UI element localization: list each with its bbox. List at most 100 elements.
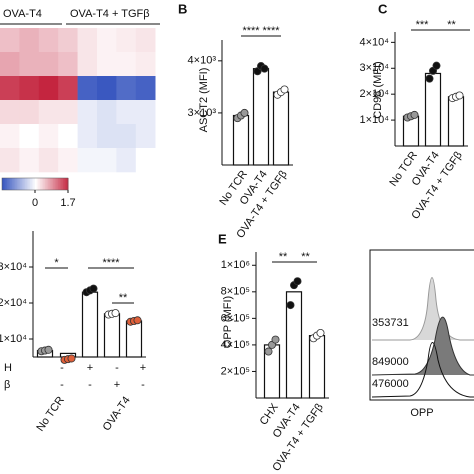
colorbar-tick-label: 1.7 xyxy=(60,197,75,209)
y-axis-label: OPP (MFI) xyxy=(222,296,234,348)
colorbar-step xyxy=(63,178,66,190)
colorbar-step xyxy=(23,178,26,190)
colorbar-step xyxy=(26,178,29,190)
heatmap-cell xyxy=(0,148,20,173)
heatmap-cell xyxy=(97,76,117,101)
significance-label: *** xyxy=(416,19,430,31)
colorbar-step xyxy=(46,178,49,190)
colorbar-step xyxy=(18,178,21,190)
data-point xyxy=(432,61,441,70)
sign-row-label: β xyxy=(4,379,10,391)
colorbar-step xyxy=(41,178,44,190)
bar xyxy=(272,91,290,166)
data-point xyxy=(264,347,273,356)
heatmap-cell xyxy=(38,52,59,77)
heatmap-cell xyxy=(97,28,117,53)
frame xyxy=(369,249,474,401)
heatmap-cell xyxy=(38,100,59,125)
data-point xyxy=(425,74,434,83)
heatmap-cell xyxy=(58,28,78,53)
y-tick-label: 3×10⁴ xyxy=(359,62,389,74)
sign: - xyxy=(60,379,64,391)
heatmap-cell xyxy=(19,52,40,77)
significance-label: ** xyxy=(447,19,456,31)
heatmap-cell xyxy=(19,148,40,173)
data-point xyxy=(280,85,289,94)
heatmap-cell xyxy=(77,76,98,101)
heatmap-cell xyxy=(58,76,78,101)
y-tick-label: 4×10³ xyxy=(188,55,217,67)
heatmap-cell xyxy=(97,52,117,77)
data-point xyxy=(240,108,249,117)
colorbar-step xyxy=(30,178,33,190)
data-point xyxy=(410,110,419,119)
sign: - xyxy=(115,362,119,374)
colorbar-step xyxy=(44,178,48,190)
y-tick-label: 8×10⁵ xyxy=(221,286,250,298)
heatmap-cell xyxy=(97,100,117,125)
column-group-label: OVA-T4 + TGFβ xyxy=(70,8,150,20)
heatmap-cell xyxy=(0,52,20,77)
colorbar-step xyxy=(54,178,57,190)
sign: - xyxy=(60,362,64,374)
y-tick-label: 1×10⁴ xyxy=(359,114,389,126)
colorbar-step xyxy=(59,178,62,190)
colorbar-step xyxy=(8,178,11,190)
colorbar-step xyxy=(43,178,46,190)
y-tick-label: 2×10⁵ xyxy=(221,365,250,377)
heatmap-cell xyxy=(116,148,137,173)
bar xyxy=(81,291,99,358)
bar xyxy=(103,313,121,358)
heatmap-cell xyxy=(58,124,78,149)
significance-label: **** xyxy=(242,25,260,37)
colorbar-step xyxy=(36,178,39,190)
colorbar-step xyxy=(5,178,8,190)
colorbar-step xyxy=(2,178,5,190)
heatmap-cell xyxy=(19,124,40,149)
mfi-label: 849000 xyxy=(372,356,409,368)
heatmap-cell xyxy=(116,52,137,77)
sign: - xyxy=(88,379,92,391)
bar xyxy=(125,320,143,358)
colorbar-step xyxy=(15,178,18,190)
data-point xyxy=(260,64,269,73)
heatmap-cell xyxy=(97,148,117,173)
data-point xyxy=(455,91,464,100)
colorbar-tick-label: 0 xyxy=(32,197,38,209)
heatmap-cell xyxy=(19,28,40,53)
colorbar-step xyxy=(28,178,31,190)
significance-label: **** xyxy=(262,25,280,37)
heatmap-cell xyxy=(58,52,78,77)
y-tick-label: 6×10⁵ xyxy=(221,312,250,324)
heatmap-cell xyxy=(0,28,20,53)
data-point xyxy=(89,284,98,293)
heatmap-cell xyxy=(19,76,40,101)
heatmap-cell xyxy=(38,124,59,149)
heatmap-cell xyxy=(38,148,59,173)
data-point xyxy=(293,277,302,286)
heatmap-cell xyxy=(116,100,137,125)
colorbar-step xyxy=(53,178,56,190)
significance-label: **** xyxy=(102,257,120,269)
y-axis-label: CD98 (MFI) xyxy=(372,61,384,118)
colorbar-step xyxy=(16,178,19,190)
sign: + xyxy=(140,362,146,374)
y-tick-label: 2×10⁴ xyxy=(359,88,389,100)
y-tick-label: 4×10⁴ xyxy=(359,36,389,48)
colorbar-step xyxy=(51,178,54,190)
heatmap-cell xyxy=(135,52,156,77)
column-group-label: OVA-T4 xyxy=(3,8,42,20)
heatmap-cell xyxy=(135,124,156,149)
colorbar-step xyxy=(64,178,67,190)
panel-label: E xyxy=(218,231,227,246)
colorbar-step xyxy=(38,178,41,190)
heatmap-cell xyxy=(135,100,156,125)
heatmap-cell xyxy=(116,28,137,53)
heatmap-cell xyxy=(116,76,137,101)
colorbar-step xyxy=(3,178,6,190)
data-point xyxy=(133,316,142,325)
significance-label: ** xyxy=(119,292,128,304)
heatmap-cell xyxy=(77,148,98,173)
x-axis-label: OPP xyxy=(410,407,433,419)
heatmap-cell xyxy=(135,148,156,173)
